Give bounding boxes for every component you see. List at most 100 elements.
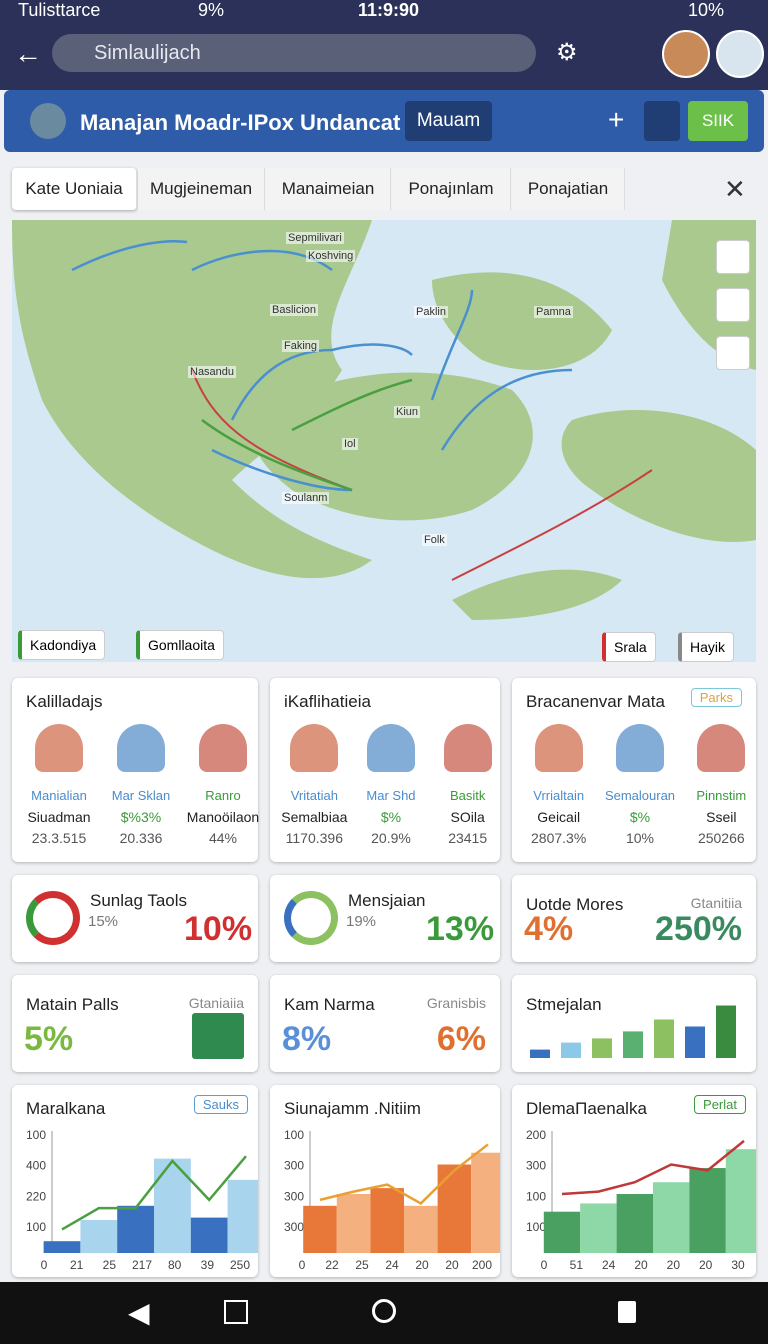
route (71, 240, 573, 492)
land (252, 372, 533, 521)
item-name: Manialian (31, 788, 87, 803)
item-value: 20.336 (119, 830, 163, 846)
item-value: 23415 (448, 830, 488, 846)
property-icon (443, 724, 492, 772)
item-name: Mar Shd (366, 788, 416, 803)
stat-sub: Gtaniaiia (188, 995, 244, 1011)
stat-title: Uotde Mores (526, 895, 624, 914)
x-tick-label: 250 (230, 1258, 250, 1272)
map-label: Paklin (414, 306, 448, 318)
mini-bar (561, 1042, 581, 1058)
header-button[interactable]: Mauam (405, 101, 492, 141)
y-tick-label: 100 (526, 1189, 546, 1203)
avatar[interactable] (662, 30, 710, 78)
tab[interactable]: Ponajınlam (392, 168, 511, 210)
map-label: Faking (282, 340, 320, 352)
chart: 100 400 220 100 0 21 25 217 80 39 250 (26, 1128, 258, 1272)
card-title: Kalilladajs (26, 692, 103, 711)
chart-title: Siunajamm .Nitiim (284, 1099, 421, 1118)
stat-big: 10% (184, 910, 253, 948)
item-name: Semalouran (604, 788, 676, 803)
avatar[interactable] (716, 30, 764, 78)
map-button[interactable]: Srala (602, 632, 656, 662)
x-tick-label: 0 (41, 1258, 48, 1272)
y-tick-label: 300 (526, 1159, 546, 1173)
mini-bar (592, 1038, 612, 1058)
property-icon (117, 724, 165, 772)
map-label: Koshving (306, 250, 356, 262)
nav-back[interactable]: ◀ (128, 1297, 150, 1328)
map-label: Pamna (534, 306, 573, 318)
area-segment (43, 1241, 81, 1253)
mini-chart (530, 1005, 736, 1058)
map-label: Kiun (394, 406, 421, 418)
tab[interactable]: Kate Uoniaia (12, 168, 137, 210)
add[interactable]: + (608, 104, 625, 135)
chart-card: Maralkana Sauks 100 400 220 100 0 21 25 217 80 39 25… (12, 1085, 258, 1277)
property-icon (290, 724, 339, 772)
tab[interactable]: Mugjeineman (138, 168, 265, 210)
close[interactable]: ✕ (724, 174, 746, 204)
donut (26, 891, 80, 945)
area-segment (437, 1164, 472, 1253)
x-tick-label: 25 (103, 1258, 117, 1272)
property-icon (697, 724, 746, 772)
x-tick-label: 20 (699, 1258, 713, 1272)
x-tick-label: 25 (355, 1258, 369, 1272)
item-name: Vritatiah (290, 788, 338, 803)
area-segment (471, 1152, 500, 1253)
trend-line (319, 1143, 489, 1205)
area-segment (336, 1194, 371, 1253)
area-segment (543, 1211, 581, 1253)
y-tick-label: 300 (284, 1189, 304, 1203)
x-tick-label: 80 (168, 1258, 182, 1272)
clock: 11:9:90 (358, 0, 420, 20)
x-tick-label: 200 (472, 1258, 492, 1272)
land (452, 569, 622, 620)
mini-bar (654, 1019, 674, 1058)
route (191, 369, 653, 581)
item-name: Mar Sklan (111, 788, 171, 803)
map-tool[interactable] (716, 336, 750, 370)
x-tick-label: 0 (299, 1258, 306, 1272)
y-tick-label: 100 (26, 1220, 46, 1234)
map-label: Folk (422, 534, 447, 546)
item-value: 1170.396 (285, 830, 343, 846)
x-tick-label: 39 (201, 1258, 215, 1272)
settings[interactable]: ⚙ (556, 39, 578, 66)
tab[interactable]: Manaimeian (266, 168, 391, 210)
card-badge: Parks (690, 688, 742, 707)
map-label: Iol (342, 438, 358, 450)
card-title: Bracanenvar Mata (526, 692, 665, 711)
search-placeholder: Simlaulijach (94, 42, 201, 64)
tab[interactable]: Ponajatian (512, 168, 625, 210)
map-button[interactable]: Hayik (678, 632, 735, 662)
stat-card: Sunlag Taols 15% 10% (12, 875, 258, 962)
action-button[interactable]: SIIK (688, 101, 748, 141)
nav-app[interactable] (618, 1301, 636, 1323)
pin[interactable] (644, 101, 680, 141)
item-sub: Semalbiaa (281, 809, 348, 825)
area-segment (580, 1203, 617, 1253)
property-card: iKaflihatieia Vritatiah Semalbiaa 1170.396 M… (270, 678, 500, 862)
nav-recent[interactable] (224, 1300, 248, 1324)
item-sub: $% (380, 809, 402, 825)
map-label: Soulanm (282, 492, 330, 504)
map-tool[interactable] (716, 240, 750, 274)
map-button[interactable]: Kadondiya (18, 630, 106, 660)
search-box[interactable] (52, 34, 536, 72)
map-button[interactable]: Gomllaoita (136, 630, 224, 660)
property-card: Kalilladajs Manialian Siuadman 23.3.515 Mar … (12, 678, 259, 862)
property-icon (616, 724, 664, 772)
back[interactable]: ← (14, 38, 42, 69)
battery-right: 10% (688, 0, 725, 20)
chart-card: Siunajamm .Nitiim 100 300 300 300 0 22 25 24 20 20… (270, 1085, 500, 1277)
item-value: 23.3.515 (31, 830, 87, 846)
nav-home[interactable] (372, 1299, 396, 1323)
item-value: 44% (208, 830, 238, 846)
x-tick-label: 30 (731, 1258, 745, 1272)
stat-card: Uotde Mores Gtanitiia 4% 250% (512, 875, 756, 962)
item-sub: Sseil (706, 809, 737, 825)
stat-title: Sunlag Taols (90, 891, 188, 910)
map-tool[interactable] (716, 288, 750, 322)
